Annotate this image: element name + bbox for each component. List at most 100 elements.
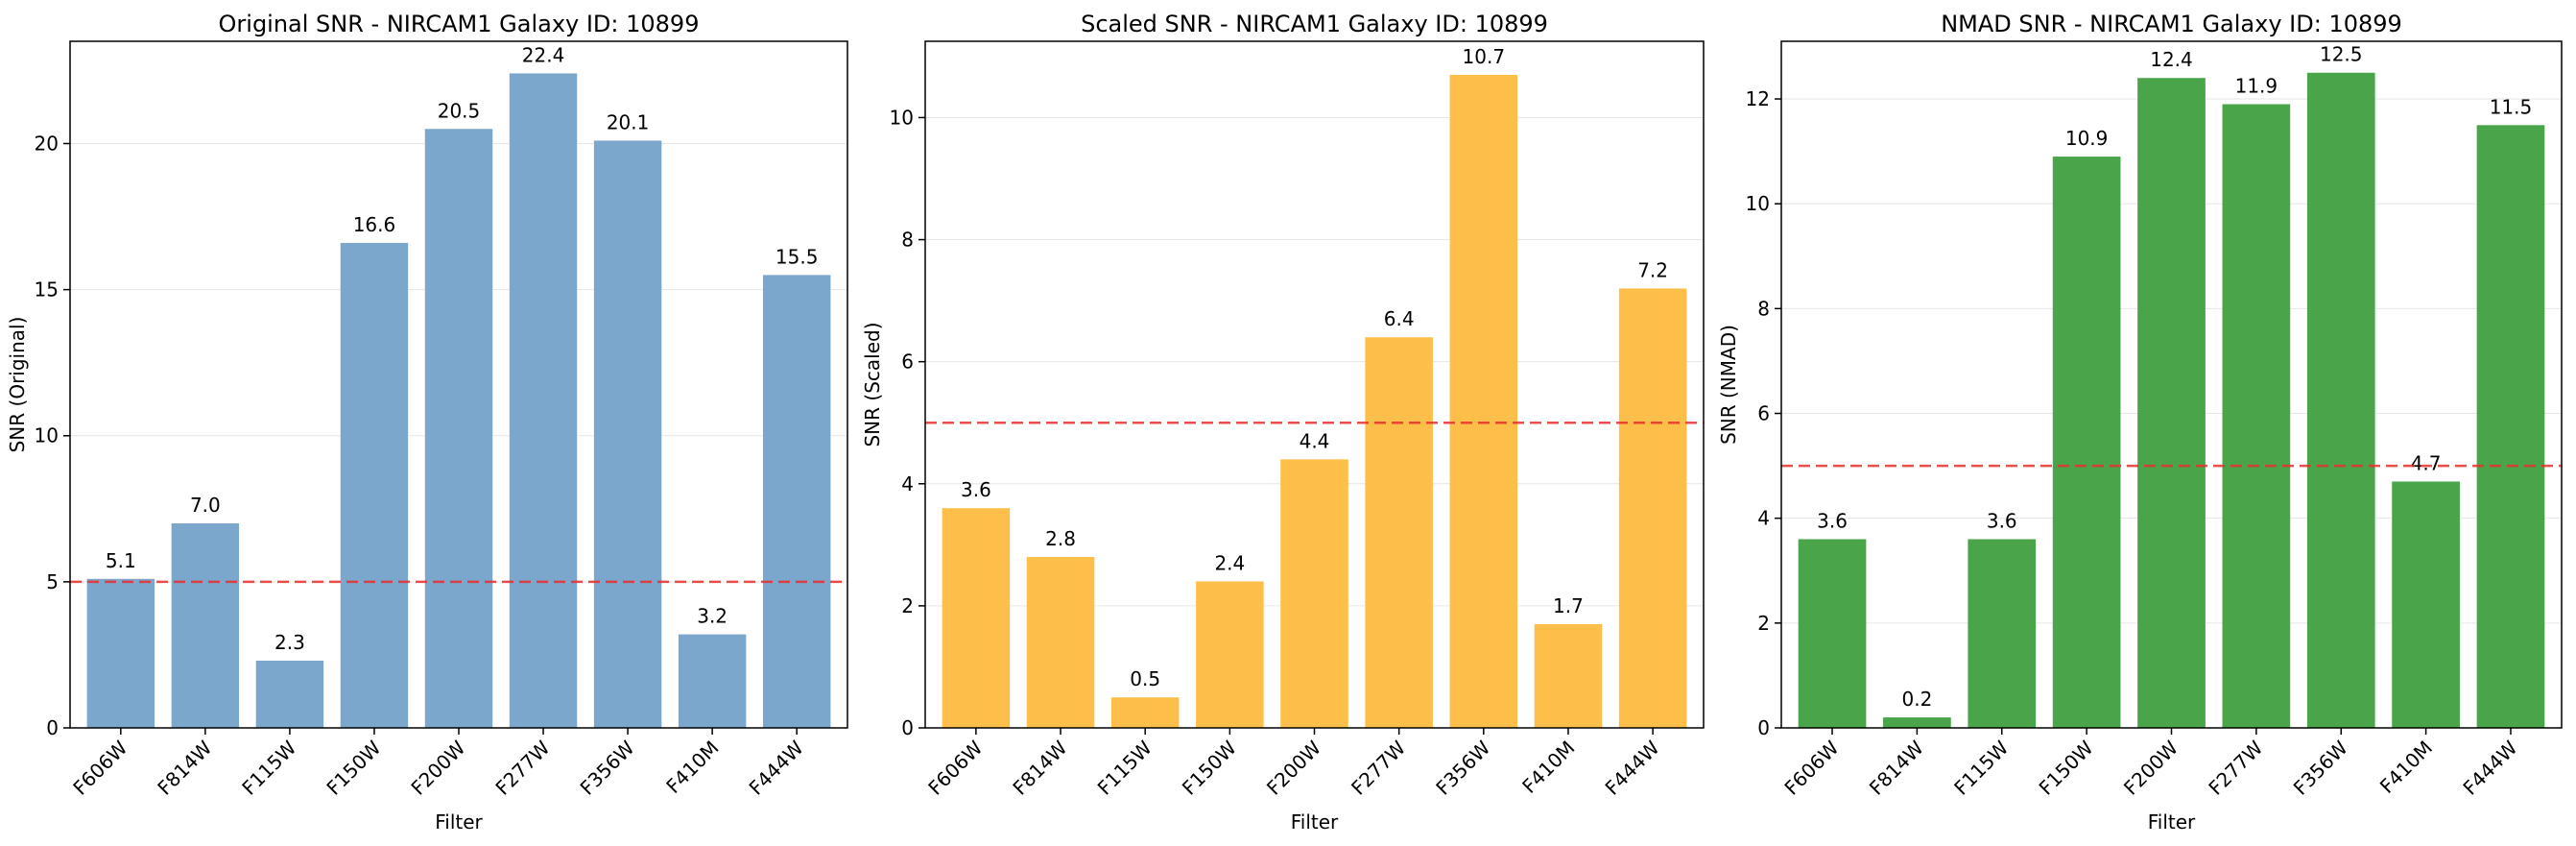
y-tick-label: 5 <box>46 570 59 593</box>
y-tick-label: 6 <box>901 350 914 374</box>
y-tick-label: 0 <box>46 716 59 739</box>
bar-f410m <box>1534 623 1603 728</box>
y-tick-label: 0 <box>1757 716 1770 739</box>
bar-f150w <box>1196 581 1264 728</box>
bar-value-label: 11.9 <box>2235 74 2278 97</box>
chart-title: NMAD SNR - NIRCAM1 Galaxy ID: 10899 <box>1941 11 2402 37</box>
chart-title: Original SNR - NIRCAM1 Galaxy ID: 10899 <box>219 11 700 37</box>
y-tick-label: 20 <box>35 132 59 155</box>
x-tick-label: F606W <box>923 736 987 799</box>
bar-value-label: 12.4 <box>2150 48 2193 71</box>
bar-value-label: 6.4 <box>1384 307 1415 330</box>
x-tick-label: F814W <box>153 736 216 799</box>
x-tick-label: F356W <box>576 736 639 799</box>
bar-value-label: 0.2 <box>1901 688 1932 711</box>
bar-f444w <box>762 275 831 728</box>
bar-f200w <box>1280 459 1348 728</box>
bar-f115w <box>1968 539 2037 728</box>
x-tick-label: F200W <box>406 736 469 799</box>
bar-value-label: 2.8 <box>1045 527 1076 550</box>
x-tick-label: F410M <box>1517 737 1579 798</box>
bar-f606w <box>86 578 155 728</box>
x-tick-label: F356W <box>1431 736 1494 799</box>
bar-value-label: 7.2 <box>1637 258 1668 281</box>
bar-f814w <box>1026 557 1095 728</box>
bar-value-label: 2.3 <box>274 631 305 654</box>
bar-value-label: 11.5 <box>2490 95 2533 118</box>
bar-value-label: 2.4 <box>1214 551 1245 574</box>
x-tick-label: F150W <box>322 736 385 799</box>
y-tick-label: 0 <box>901 716 914 739</box>
bar-f606w <box>942 508 1011 728</box>
x-axis-label: Filter <box>435 810 483 834</box>
bar-value-label: 3.6 <box>961 478 991 501</box>
x-tick-label: F115W <box>1093 736 1157 799</box>
bar-value-label: 5.1 <box>106 549 136 572</box>
bar-value-label: 3.6 <box>1817 510 1848 533</box>
bar-f150w <box>340 242 409 729</box>
x-tick-label: F410M <box>2375 737 2437 798</box>
y-axis-label: SNR (NMAD) <box>1717 325 1740 445</box>
x-tick-label: F200W <box>2119 736 2182 799</box>
bar-value-label: 10.9 <box>2065 127 2109 150</box>
bar-f410m <box>2392 481 2460 728</box>
bar-value-label: 4.4 <box>1300 429 1330 452</box>
bar-f200w <box>424 129 493 728</box>
bar-value-label: 12.5 <box>2320 43 2363 66</box>
x-tick-label: F444W <box>2458 736 2521 799</box>
bar-f410m <box>678 634 747 728</box>
y-tick-label: 2 <box>901 594 914 617</box>
x-tick-label: F444W <box>1601 736 1664 799</box>
bar-value-label: 3.6 <box>1987 510 2017 533</box>
y-tick-label: 8 <box>901 229 914 252</box>
x-tick-label: F606W <box>1779 736 1843 799</box>
bar-f115w <box>255 661 324 728</box>
x-tick-label: F115W <box>1949 736 2013 799</box>
bar-f277w <box>2222 104 2291 728</box>
x-tick-label: F356W <box>2289 736 2352 799</box>
y-tick-label: 10 <box>890 106 914 129</box>
x-tick-label: F277W <box>1347 736 1410 799</box>
bar-f200w <box>2137 78 2206 728</box>
bar-value-label: 15.5 <box>775 245 819 268</box>
chart-title: Scaled SNR - NIRCAM1 Galaxy ID: 10899 <box>1081 11 1548 37</box>
x-axis-label: Filter <box>2148 810 2196 834</box>
x-tick-label: F814W <box>1008 736 1071 799</box>
bar-f814w <box>171 523 240 728</box>
bar-value-label: 20.5 <box>438 99 481 122</box>
y-tick-label: 6 <box>1757 402 1770 425</box>
y-tick-label: 2 <box>1757 612 1770 635</box>
y-tick-label: 10 <box>1746 192 1770 215</box>
bar-f150w <box>2052 157 2121 728</box>
x-tick-label: F606W <box>68 736 131 799</box>
bar-f356w <box>2306 72 2375 728</box>
bar-value-label: 3.2 <box>697 605 727 628</box>
bar-f277w <box>509 73 578 729</box>
bar-value-label: 0.5 <box>1130 667 1160 690</box>
bar-value-label: 22.4 <box>522 43 565 66</box>
x-axis-label: Filter <box>1291 810 1339 834</box>
x-tick-label: F150W <box>2035 736 2098 799</box>
bar-f277w <box>1365 337 1433 728</box>
y-tick-label: 15 <box>35 278 59 302</box>
bar-value-label: 7.0 <box>190 494 221 517</box>
x-tick-label: F410M <box>661 737 723 798</box>
bar-f606w <box>1798 539 1867 728</box>
y-tick-label: 12 <box>1746 87 1770 110</box>
bar-value-label: 1.7 <box>1553 594 1584 617</box>
bar-f444w <box>2476 125 2545 728</box>
bar-f814w <box>1883 717 1951 728</box>
x-tick-label: F200W <box>1262 736 1325 799</box>
y-axis-label: SNR (Original) <box>6 317 29 453</box>
y-tick-label: 4 <box>901 472 914 496</box>
chart-panel-original: 5.1 7.0 2.3 16.6 20.5 22.4 20.1 3.2 15.5 0 5 10 15 20… <box>6 11 848 834</box>
bar-value-label: 4.7 <box>2411 451 2442 474</box>
x-tick-label: F150W <box>1178 736 1241 799</box>
bar-f444w <box>1618 288 1687 728</box>
bar-f356w <box>1449 74 1518 728</box>
y-tick-label: 10 <box>35 424 59 447</box>
x-tick-label: F814W <box>1865 736 1928 799</box>
y-axis-label: SNR (Scaled) <box>861 322 884 447</box>
chart-panel-scaled: 3.6 2.8 0.5 2.4 4.4 6.4 10.7 1.7 7.2 0 2 4 6 8 10 F606W… <box>861 11 1705 834</box>
